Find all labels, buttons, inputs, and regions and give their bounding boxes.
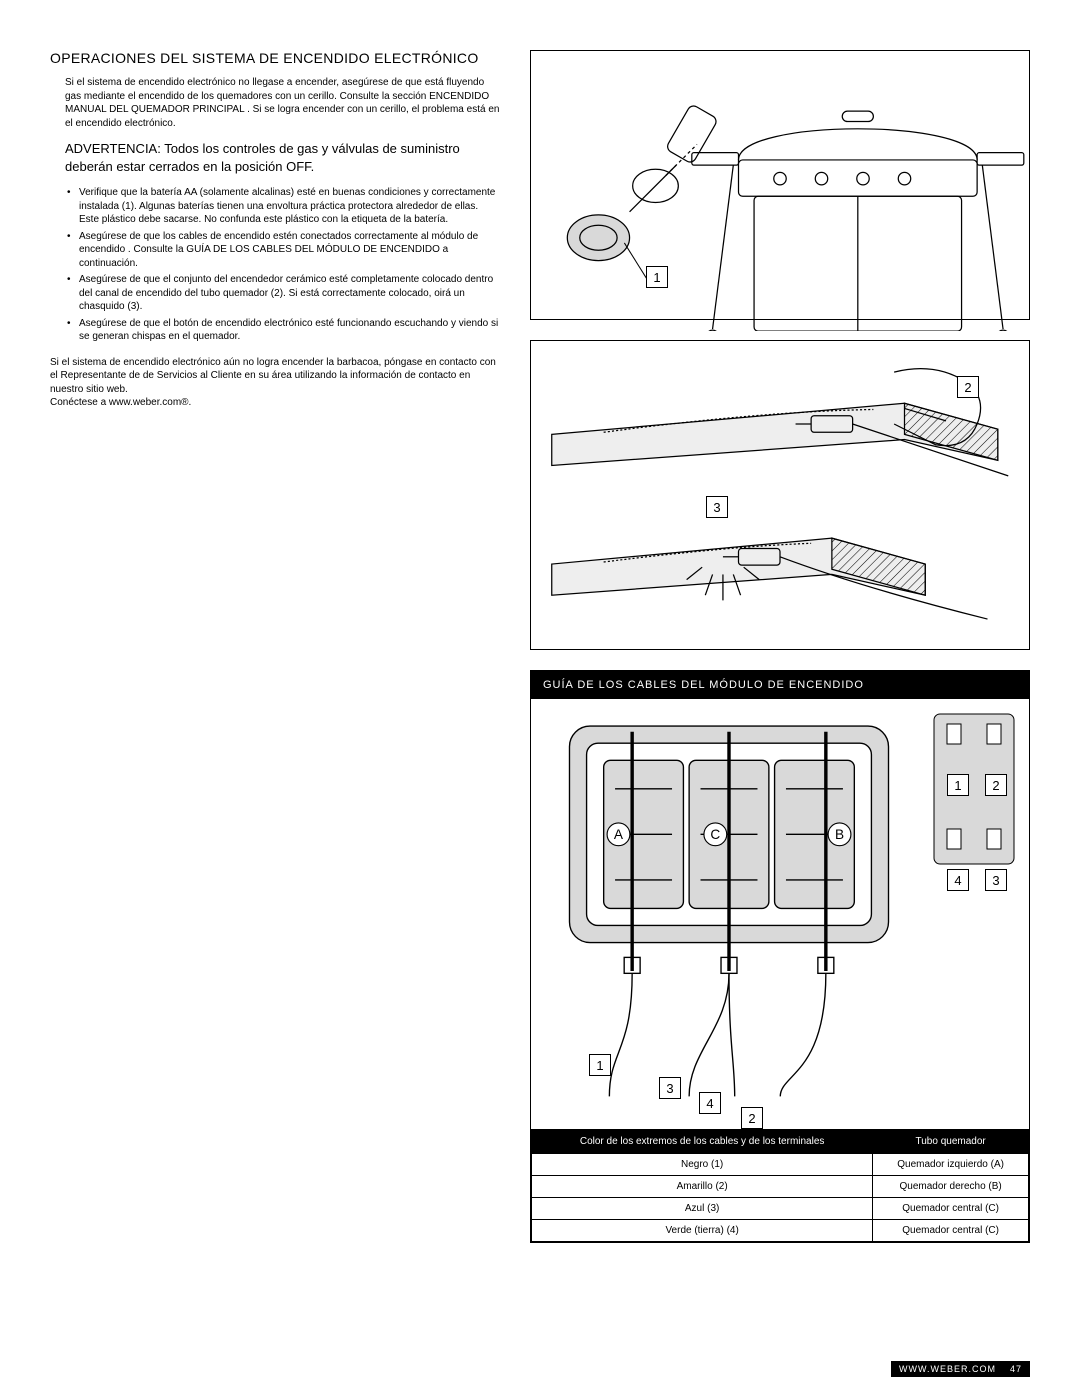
instruction-item: Asegúrese de que los cables de encendido… — [65, 230, 500, 271]
table-row: Azul (3) Quemador central (C) — [532, 1198, 1029, 1220]
closing-url: Conéctese a www.weber.com®. — [50, 396, 500, 410]
callout-3: 3 — [706, 496, 728, 518]
ignition-cable-guide: GUÍA DE LOS CABLES DEL MÓDULO DE ENCENDI… — [530, 670, 1030, 1243]
cell-tube: Quemador izquierdo (A) — [873, 1154, 1029, 1176]
footer-url: WWW.WEBER.COM — [899, 1364, 996, 1374]
cable-color-table: Color de los extremos de los cables y de… — [531, 1129, 1029, 1242]
module-pin-3: 3 — [985, 869, 1007, 891]
table-header-tube: Tubo quemador — [873, 1130, 1029, 1154]
cell-color: Verde (tierra) (4) — [532, 1220, 873, 1242]
warning-text: ADVERTENCIA: Todos los controles de gas … — [65, 140, 500, 176]
cell-tube: Quemador central (C) — [873, 1220, 1029, 1242]
cell-color: Amarillo (2) — [532, 1176, 873, 1198]
cable-end-4: 4 — [699, 1092, 721, 1114]
letter-b: B — [835, 827, 844, 842]
callout-1: 1 — [646, 266, 668, 288]
table-header-color: Color de los extremos de los cables y de… — [532, 1130, 873, 1154]
burner-illustration-svg — [531, 341, 1029, 663]
cell-tube: Quemador derecho (B) — [873, 1176, 1029, 1198]
cell-color: Azul (3) — [532, 1198, 873, 1220]
guide-header: GUÍA DE LOS CABLES DEL MÓDULO DE ENCENDI… — [531, 671, 1029, 699]
closing-paragraph: Si el sistema de encendido electrónico a… — [50, 356, 500, 397]
module-pin-2: 2 — [985, 774, 1007, 796]
footer-page: 47 — [1010, 1364, 1022, 1374]
figure-column: 1 — [530, 50, 1030, 1243]
table-row: Amarillo (2) Quemador derecho (B) — [532, 1176, 1029, 1198]
figure-burner-igniter: 2 3 — [530, 340, 1030, 650]
table-row: Verde (tierra) (4) Quemador central (C) — [532, 1220, 1029, 1242]
instruction-item: Verifique que la batería AA (solamente a… — [65, 186, 500, 227]
module-pin-1: 1 — [947, 774, 969, 796]
intro-paragraph: Si el sistema de encendido electrónico n… — [65, 76, 500, 130]
instruction-item: Asegúrese de que el botón de encendido e… — [65, 317, 500, 344]
module-pin-4: 4 — [947, 869, 969, 891]
letter-c: C — [710, 827, 720, 842]
cable-end-1: 1 — [589, 1054, 611, 1076]
guide-body: A C B 1 — [531, 699, 1029, 1129]
page-footer: WWW.WEBER.COM 47 — [50, 1361, 1030, 1377]
grill-illustration-svg — [531, 51, 1029, 331]
figure-grill-battery: 1 — [530, 50, 1030, 320]
cable-end-3: 3 — [659, 1077, 681, 1099]
table-row: Negro (1) Quemador izquierdo (A) — [532, 1154, 1029, 1176]
cell-color: Negro (1) — [532, 1154, 873, 1176]
text-column: OPERACIONES DEL SISTEMA DE ENCENDIDO ELE… — [50, 50, 500, 1243]
cable-end-2: 2 — [741, 1107, 763, 1129]
instruction-item: Asegúrese de que el conjunto del encende… — [65, 273, 500, 314]
cell-tube: Quemador central (C) — [873, 1198, 1029, 1220]
section-heading: OPERACIONES DEL SISTEMA DE ENCENDIDO ELE… — [50, 50, 500, 66]
letter-a: A — [614, 827, 624, 842]
instruction-list: Verifique que la batería AA (solamente a… — [65, 186, 500, 344]
callout-2: 2 — [957, 376, 979, 398]
